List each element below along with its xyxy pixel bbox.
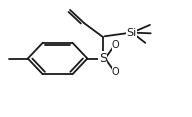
Text: S: S (99, 52, 107, 65)
Text: O: O (112, 40, 120, 50)
Text: O: O (112, 67, 120, 77)
Text: Si: Si (126, 28, 137, 38)
